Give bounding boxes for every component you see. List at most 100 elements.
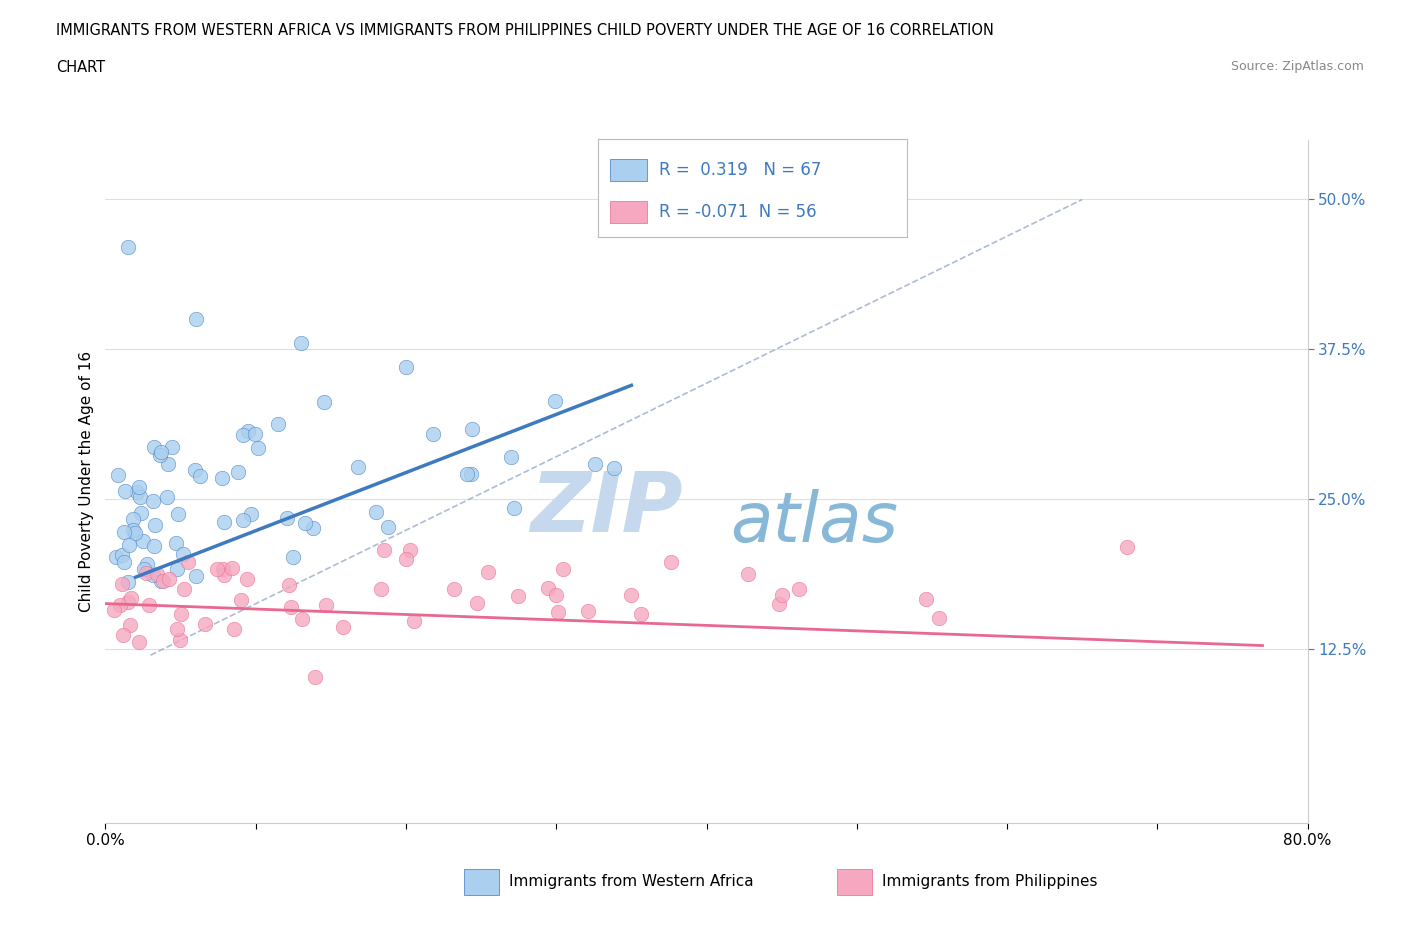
Point <box>443 581 465 596</box>
Point <box>787 582 810 597</box>
Point <box>547 604 569 619</box>
Point <box>120 591 142 605</box>
Point <box>583 457 606 472</box>
Point <box>659 555 682 570</box>
Point <box>131 534 153 549</box>
Point <box>162 440 184 455</box>
Point <box>103 603 125 618</box>
Text: atlas: atlas <box>731 489 898 556</box>
Point <box>212 514 235 529</box>
Point <box>373 542 395 557</box>
Point <box>314 394 336 409</box>
Point <box>291 612 314 627</box>
Point <box>551 562 574 577</box>
Point <box>156 489 179 504</box>
Point <box>224 621 246 636</box>
Point <box>928 610 950 625</box>
Point <box>461 422 484 437</box>
Point <box>117 594 139 609</box>
Point <box>143 517 166 532</box>
Point <box>236 572 259 587</box>
Point <box>347 459 370 474</box>
Point <box>737 566 759 581</box>
Point <box>122 523 145 538</box>
Point <box>240 507 263 522</box>
Point <box>166 621 188 636</box>
Point <box>546 588 568 603</box>
Point <box>768 597 790 612</box>
Point <box>377 520 399 535</box>
Point <box>152 574 174 589</box>
Text: Source: ZipAtlas.com: Source: ZipAtlas.com <box>1230 60 1364 73</box>
Point <box>211 471 233 485</box>
Point <box>138 598 160 613</box>
Point <box>280 599 302 614</box>
Point <box>366 505 388 520</box>
Point <box>114 484 136 498</box>
Point <box>128 634 150 649</box>
Point <box>544 393 567 408</box>
Point <box>399 543 422 558</box>
Point <box>117 240 139 255</box>
Point <box>465 595 488 610</box>
Point <box>214 567 236 582</box>
Point <box>118 618 141 632</box>
Point <box>122 512 145 526</box>
Point <box>576 603 599 618</box>
Point <box>112 525 135 539</box>
Point <box>142 493 165 508</box>
Point <box>172 547 194 562</box>
Point <box>124 526 146 541</box>
Point <box>184 312 207 326</box>
Point <box>501 449 523 464</box>
Point <box>176 554 198 569</box>
Bar <box>610 159 647 180</box>
Point <box>630 607 652 622</box>
Point <box>502 500 524 515</box>
Point <box>118 538 141 552</box>
Point <box>157 457 180 472</box>
Point <box>477 565 499 579</box>
Point <box>508 588 530 603</box>
Text: Immigrants from Western Africa: Immigrants from Western Africa <box>509 874 754 889</box>
Point <box>226 464 249 479</box>
Point <box>145 566 167 581</box>
Point <box>108 598 131 613</box>
Point <box>111 577 134 591</box>
Point <box>232 512 254 527</box>
Point <box>915 591 938 606</box>
Point <box>404 613 426 628</box>
Point <box>111 548 134 563</box>
Point <box>169 632 191 647</box>
Point <box>770 588 793 603</box>
Point <box>232 428 254 443</box>
Point <box>166 536 188 551</box>
Point <box>620 588 643 603</box>
Point <box>221 561 243 576</box>
Point <box>537 581 560 596</box>
Point <box>188 469 211 484</box>
Point <box>149 445 172 459</box>
Point <box>422 427 444 442</box>
Point <box>150 574 173 589</box>
Point <box>173 582 195 597</box>
Point <box>395 360 418 375</box>
Point <box>117 575 139 590</box>
Point <box>149 447 172 462</box>
Point <box>370 582 392 597</box>
Point <box>212 562 235 577</box>
Point <box>277 578 299 592</box>
Point <box>166 507 188 522</box>
Text: R = -0.071  N = 56: R = -0.071 N = 56 <box>659 203 817 220</box>
Point <box>143 538 166 553</box>
Point <box>129 506 152 521</box>
Point <box>143 439 166 454</box>
Point <box>281 550 304 565</box>
Point <box>128 479 150 494</box>
Text: IMMIGRANTS FROM WESTERN AFRICA VS IMMIGRANTS FROM PHILIPPINES CHILD POVERTY UNDE: IMMIGRANTS FROM WESTERN AFRICA VS IMMIGR… <box>56 23 994 38</box>
Point <box>332 619 354 634</box>
Text: ZIP: ZIP <box>530 468 682 549</box>
Point <box>136 557 159 572</box>
Point <box>395 551 418 566</box>
Point <box>142 567 165 582</box>
